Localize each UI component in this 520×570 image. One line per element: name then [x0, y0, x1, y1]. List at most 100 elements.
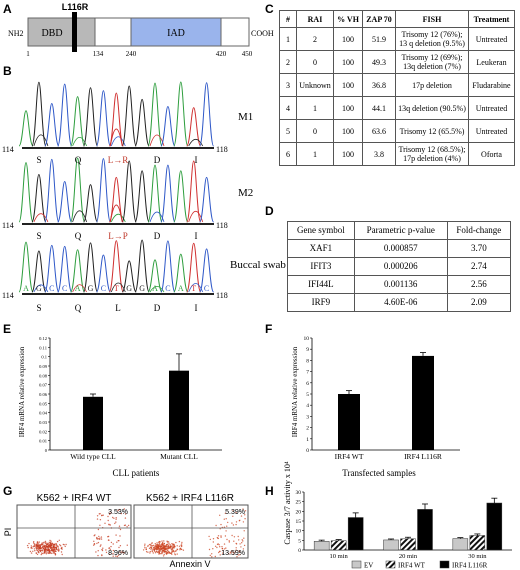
flow-event-dot [212, 538, 215, 540]
dbd-domain [27, 17, 96, 47]
y-tick-label: 4 [306, 403, 309, 409]
table-cell: 4.60E-06 [353, 293, 448, 312]
flow-event-dot [175, 550, 177, 553]
flow-event-dot [149, 552, 151, 554]
flow-event-dot [165, 547, 167, 550]
flow-event-dot [172, 549, 174, 551]
flow-event-dot [147, 545, 149, 547]
flow-event-dot [156, 542, 158, 544]
category-label: 10 min [330, 553, 349, 560]
flow-event-dot [220, 523, 222, 526]
flow-event-dot [114, 522, 116, 525]
m1-res-1: Q [75, 155, 82, 165]
flow-event-dot [33, 543, 36, 545]
y-tick-label: 10 [304, 336, 310, 342]
flow-event-dot [112, 555, 114, 557]
flow-event-dot [208, 535, 210, 538]
table-cell: 63.6 [362, 119, 396, 143]
flow-event-dot [163, 543, 165, 545]
m2-res-0: S [36, 231, 41, 241]
base-letter: C [204, 284, 209, 293]
flow-event-dot [101, 549, 104, 552]
base-letter: G [126, 284, 132, 293]
flow-event-dot [169, 547, 171, 549]
table-cell: IFIT3 [287, 257, 355, 276]
chromatogram-peak [134, 98, 150, 147]
flow-event-dot [215, 524, 217, 527]
m1-res-2: L→R [108, 155, 129, 165]
flow-event-dot [109, 512, 111, 514]
flow-event-dot [56, 545, 59, 547]
flow-event-dot [232, 551, 234, 554]
y-tick-label: 0.1 [41, 355, 47, 360]
flow-event-dot [118, 508, 120, 511]
base-letter: C [62, 284, 67, 293]
flow-event-dot [112, 543, 114, 545]
flow-event-dot [45, 546, 48, 548]
flow-event-dot [228, 540, 230, 542]
flow-event-dot [163, 550, 165, 552]
flow-event-dot [27, 546, 29, 549]
flow-event-dot [28, 542, 30, 545]
flow-event-dot [161, 540, 163, 542]
flow-event-dot [118, 546, 120, 549]
flow-event-dot [218, 551, 220, 554]
flow-event-dot [45, 550, 48, 552]
flow-event-dot [160, 546, 162, 549]
flow-event-dot [47, 543, 49, 545]
flow-event-dot [49, 544, 51, 547]
legend-label: IRF4 WT [398, 562, 426, 570]
bar [469, 535, 486, 551]
chromatogram-peak [121, 85, 137, 147]
flow-event-dot [163, 540, 165, 542]
flow-event-dot [96, 542, 98, 545]
flow-event-dot [231, 550, 233, 552]
flow-event-dot [51, 552, 53, 555]
chromatogram-peak [70, 96, 86, 147]
flow-event-dot [93, 543, 96, 545]
flow-event-dot [238, 551, 241, 553]
flow-event-dot [93, 540, 95, 542]
header-cell: ZAP 70 [362, 10, 396, 28]
e-xlabel: CLL patients [113, 468, 160, 478]
flow-event-dot [43, 551, 45, 553]
flow-event-dot [223, 518, 225, 520]
flow-event-dot [104, 522, 106, 524]
y-tick-label: 0.02 [39, 429, 47, 434]
panel-b-chromatograms: 114 118 M1 S Q L→R D I 114 118 M2 S Q L→… [2, 81, 286, 313]
table-cell: 44.1 [362, 96, 396, 120]
flow-event-dot [42, 545, 44, 548]
flow-event-dot [233, 540, 235, 542]
chromatogram-peak [95, 158, 111, 223]
chromatogram-peak [70, 157, 86, 223]
flow-event-dot [174, 554, 176, 556]
table-row: 1 2 100 51.9 Trisomy 12 (76%); 13 q dele… [279, 27, 515, 51]
chromatogram-peak [199, 82, 215, 147]
flow-event-dot [145, 548, 147, 551]
flow-event-dot [152, 544, 155, 547]
table-cell: 2 [296, 27, 334, 51]
flow-event-dot [173, 546, 175, 548]
table-cell: 5 [279, 119, 297, 143]
m2-res-4: I [195, 231, 198, 241]
flow-event-dot [94, 534, 96, 536]
flow-event-dot [154, 548, 156, 550]
flow-event-dot [223, 543, 226, 545]
flow-event-dot [56, 549, 59, 551]
buccal-label: Buccal swab [230, 259, 286, 271]
flow-event-dot [47, 544, 49, 546]
pos-420: 420 [216, 50, 227, 58]
chromatogram-peak [110, 213, 126, 223]
iad-label: IAD [167, 28, 185, 39]
flow-event-dot [231, 534, 233, 537]
flow-event-dot [151, 550, 153, 553]
flow-event-dot [112, 549, 115, 552]
flow-event-dot [232, 510, 234, 512]
flow-event-dot [178, 545, 181, 547]
flow-event-dot [225, 530, 227, 532]
flow-event-dot [99, 537, 101, 539]
cooh-label: COOH [251, 29, 274, 38]
flow-event-dot [239, 543, 241, 545]
flow-event-dot [158, 545, 160, 548]
flow-event-dot [240, 546, 242, 548]
